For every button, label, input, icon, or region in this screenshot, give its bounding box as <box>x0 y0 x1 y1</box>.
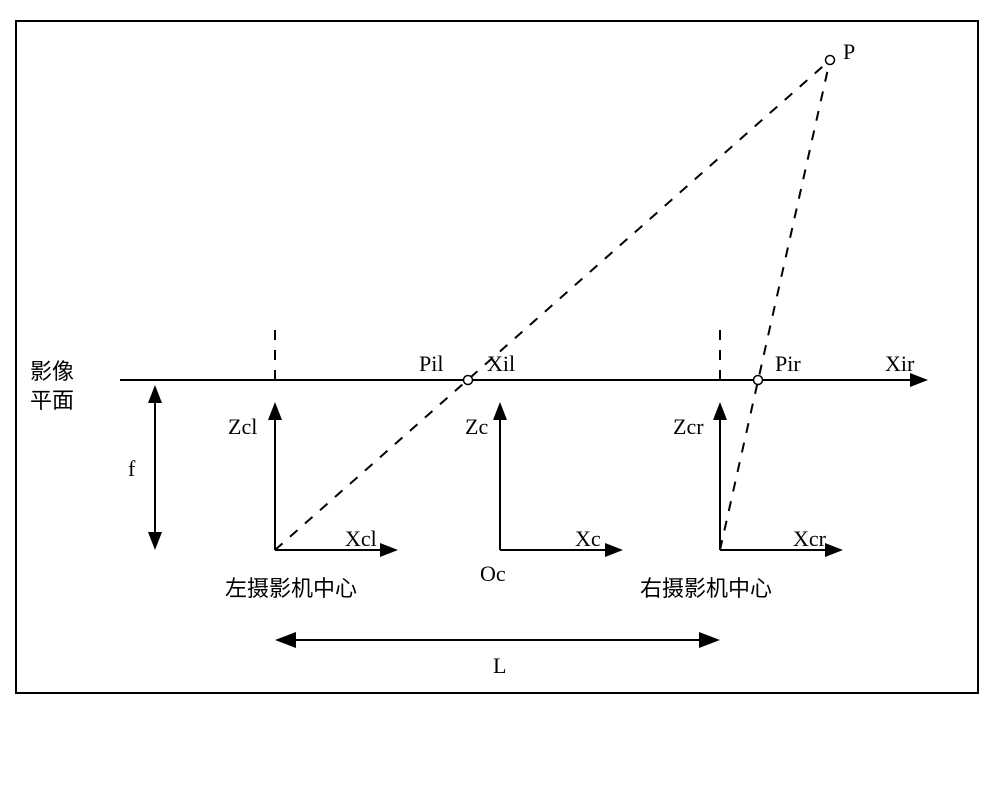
f-arrow-bottom <box>148 532 162 550</box>
xcr-arrowhead <box>825 543 843 557</box>
diagram-canvas: 影像 平面 P Pil Xil Pir Xir Zcl Xcl Zc Xc Oc… <box>0 0 1000 800</box>
right-cam-label: 右摄影机中心 <box>640 575 772 604</box>
xil-label: Xil <box>487 350 515 379</box>
zc-label: Zc <box>465 413 488 442</box>
xcr-label: Xcr <box>793 525 826 554</box>
zcl-label: Zcl <box>228 413 257 442</box>
left-cam-label: 左摄影机中心 <box>225 575 357 604</box>
image-plane-label: 影像 平面 <box>30 358 74 415</box>
p-label: P <box>843 38 855 67</box>
xc-arrowhead <box>605 543 623 557</box>
left-projection-ray <box>275 60 830 550</box>
xc-label: Xc <box>575 525 601 554</box>
xcl-arrowhead <box>380 543 398 557</box>
zcl-arrowhead <box>268 402 282 420</box>
oc-label: Oc <box>480 560 506 589</box>
zcr-label: Zcr <box>673 413 704 442</box>
zcr-arrowhead <box>713 402 727 420</box>
point-p <box>826 56 835 65</box>
f-label: f <box>128 455 135 484</box>
right-projection-ray <box>720 60 830 550</box>
pil-label: Pil <box>419 350 443 379</box>
f-arrow-top <box>148 385 162 403</box>
l-arrow-left <box>275 632 296 648</box>
xcl-label: Xcl <box>345 525 377 554</box>
point-pir <box>754 376 763 385</box>
l-label: L <box>493 652 506 681</box>
point-pil <box>464 376 473 385</box>
pir-label: Pir <box>775 350 801 379</box>
xir-label: Xir <box>885 350 914 379</box>
l-arrow-right <box>699 632 720 648</box>
zc-arrowhead <box>493 402 507 420</box>
